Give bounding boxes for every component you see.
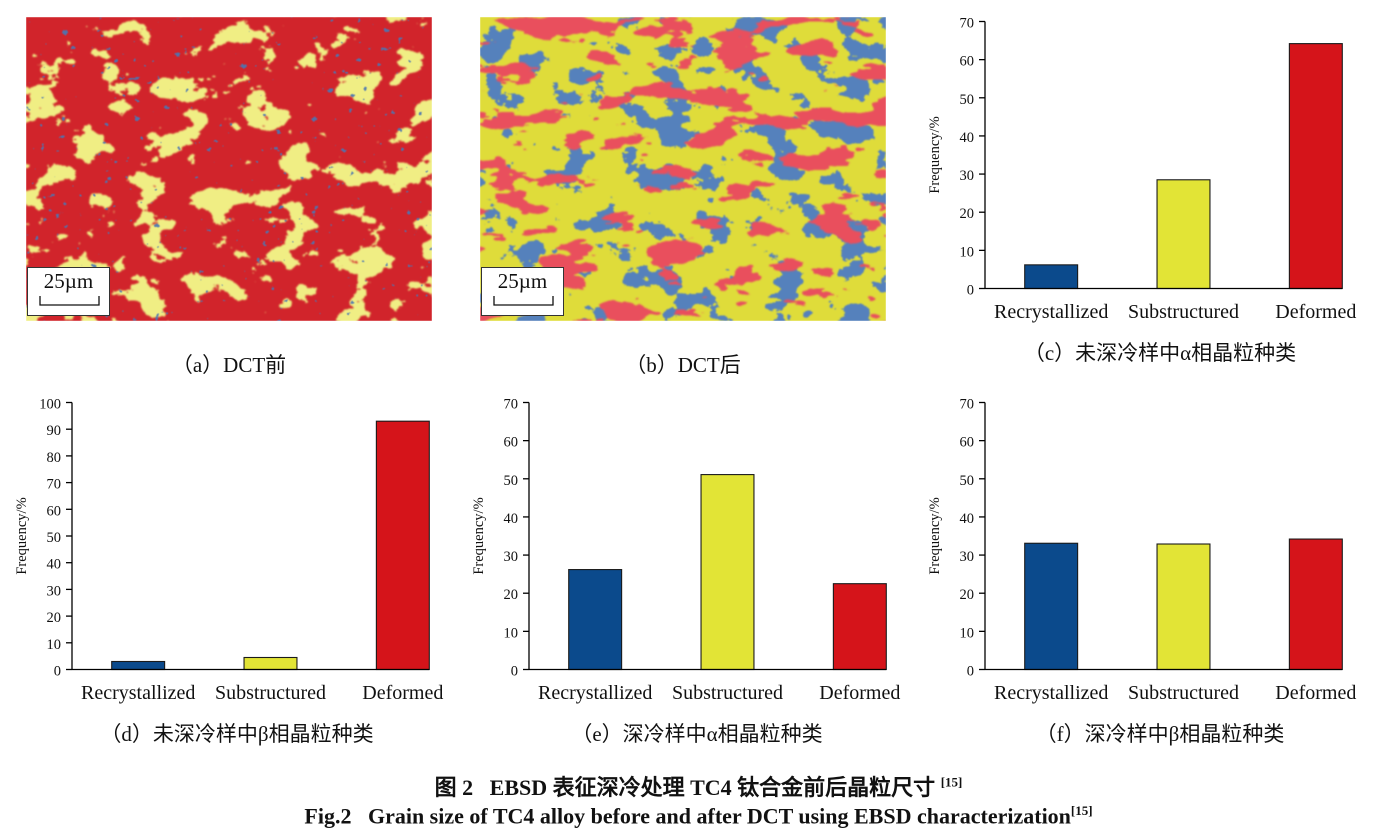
svg-text:30: 30	[504, 549, 519, 565]
svg-text:60: 60	[504, 435, 519, 451]
svg-text:20: 20	[47, 610, 62, 626]
svg-text:70: 70	[960, 16, 975, 32]
svg-text:40: 40	[47, 557, 62, 573]
svg-text:10: 10	[504, 625, 519, 641]
svg-text:40: 40	[960, 130, 975, 146]
svg-text:20: 20	[504, 587, 519, 603]
svg-text:0: 0	[967, 283, 974, 299]
svg-text:50: 50	[47, 530, 62, 546]
svg-text:40: 40	[504, 511, 519, 527]
svg-text:Frequency/%: Frequency/%	[471, 497, 487, 574]
svg-text:60: 60	[960, 54, 975, 70]
svg-text:0: 0	[967, 664, 974, 680]
svg-text:0: 0	[511, 664, 518, 680]
svg-text:60: 60	[960, 435, 975, 451]
svg-text:70: 70	[504, 397, 519, 413]
svg-text:50: 50	[960, 473, 975, 489]
svg-text:50: 50	[504, 473, 519, 489]
svg-text:10: 10	[960, 244, 975, 260]
svg-text:90: 90	[47, 423, 62, 439]
svg-text:30: 30	[960, 549, 975, 565]
svg-text:30: 30	[47, 583, 62, 599]
svg-text:Frequency/%: Frequency/%	[927, 497, 943, 574]
svg-text:30: 30	[960, 168, 975, 184]
svg-text:70: 70	[47, 477, 62, 493]
svg-text:80: 80	[47, 450, 62, 466]
svg-text:60: 60	[47, 503, 62, 519]
svg-text:0: 0	[54, 664, 61, 680]
svg-text:50: 50	[960, 92, 975, 108]
svg-text:100: 100	[39, 397, 61, 413]
svg-text:20: 20	[960, 206, 975, 222]
svg-text:10: 10	[47, 637, 62, 653]
svg-text:70: 70	[960, 397, 975, 413]
svg-text:Frequency/%: Frequency/%	[14, 497, 30, 574]
svg-text:Frequency/%: Frequency/%	[927, 116, 943, 193]
svg-text:40: 40	[960, 511, 975, 527]
svg-text:20: 20	[960, 587, 975, 603]
svg-text:10: 10	[960, 625, 975, 641]
